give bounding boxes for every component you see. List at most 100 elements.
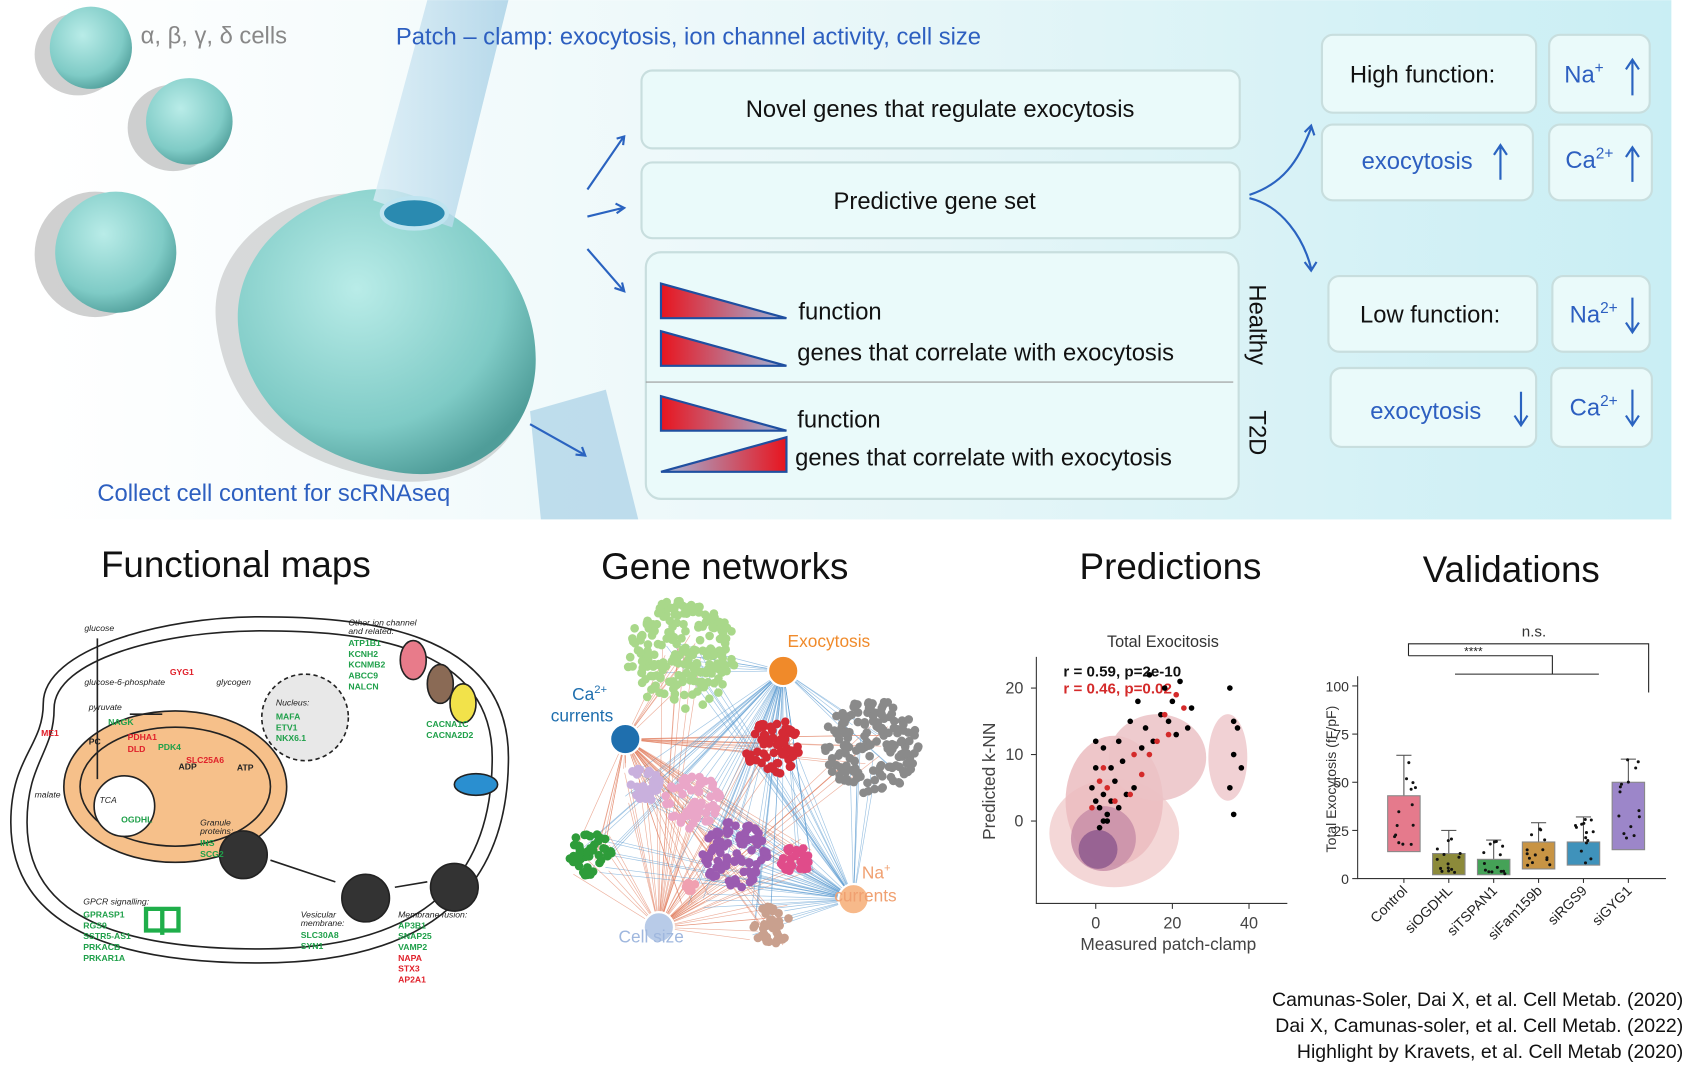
edge: [569, 670, 784, 860]
node: [692, 658, 702, 668]
jitter: [1584, 831, 1588, 835]
node: [781, 865, 790, 874]
point: [1227, 685, 1233, 691]
label: 0: [1014, 812, 1023, 830]
edge: [753, 670, 784, 931]
label: INS: [200, 838, 215, 848]
node: [670, 657, 680, 666]
point: [1092, 798, 1099, 804]
node: [578, 868, 588, 877]
edge: [624, 738, 707, 880]
jitter: [1525, 852, 1529, 856]
edge: [597, 738, 626, 851]
label: currents: [551, 706, 614, 726]
density: [1108, 714, 1207, 801]
node: [768, 904, 778, 914]
node: [649, 650, 659, 660]
node: [780, 933, 789, 943]
node: [768, 733, 778, 743]
jitter: [1589, 857, 1593, 861]
node: [698, 700, 708, 709]
label: proteins:: [199, 826, 234, 836]
jitter: [1457, 855, 1461, 859]
node: [802, 864, 812, 873]
node: [731, 821, 740, 830]
edge: [658, 764, 759, 928]
node: [841, 714, 851, 724]
label: Nucleus:: [276, 698, 310, 708]
label: T2D: [1243, 410, 1270, 455]
label: Membrane fusion:: [398, 910, 468, 920]
node: [863, 778, 872, 788]
node: [856, 772, 865, 781]
node: [667, 635, 677, 645]
point: [1100, 745, 1107, 751]
edge: [785, 762, 854, 900]
node: [651, 780, 661, 789]
node: [697, 798, 706, 807]
jitter: [1442, 852, 1446, 857]
label: Na+: [862, 863, 891, 883]
node: [742, 836, 752, 845]
node: [586, 843, 595, 853]
node: [700, 610, 710, 620]
point: [1089, 784, 1095, 791]
jitter: [1533, 853, 1537, 857]
jitter: [1395, 824, 1399, 828]
node: [706, 792, 715, 802]
edge: [593, 670, 784, 868]
node: [853, 717, 863, 727]
node: [637, 656, 647, 666]
edge: [713, 670, 784, 821]
node: [821, 746, 830, 756]
jitter: [1397, 841, 1401, 845]
label: 10: [1005, 746, 1023, 764]
jitter: [1548, 863, 1552, 867]
node: [849, 767, 859, 776]
box: [1387, 795, 1421, 853]
jitter: [1626, 758, 1630, 762]
label: malate: [35, 789, 61, 799]
jitter: [1401, 842, 1405, 846]
node: [702, 651, 712, 661]
label-text: Ca: [1570, 395, 1601, 422]
node: [661, 791, 671, 801]
edge: [703, 898, 854, 908]
density: [1208, 714, 1248, 801]
node: [898, 766, 908, 776]
node: [798, 849, 807, 859]
node: [716, 848, 725, 858]
label: function: [798, 298, 881, 325]
jitter: [1409, 787, 1413, 791]
label: SNAP25: [398, 931, 432, 941]
point: [1127, 718, 1134, 725]
node: [678, 789, 687, 799]
node: [886, 772, 896, 782]
label: membrane:: [301, 918, 345, 928]
label-text: Ca: [572, 684, 594, 704]
point: [1096, 804, 1103, 811]
label: 0: [1341, 871, 1349, 887]
jitter: [1487, 870, 1491, 874]
node: [747, 845, 756, 855]
node: [637, 678, 647, 688]
label: NAGK: [108, 717, 134, 727]
node: [681, 645, 690, 654]
point: [1135, 698, 1141, 705]
jitter: [1619, 782, 1624, 786]
edge: [630, 788, 660, 928]
label: KCNH2: [348, 649, 378, 659]
edge: [782, 735, 854, 900]
edge: [628, 802, 660, 928]
node: [790, 851, 800, 861]
node: [705, 631, 714, 641]
point: [1127, 791, 1134, 798]
point: [1169, 698, 1176, 705]
jitter: [1411, 781, 1415, 785]
jitter: [1622, 832, 1626, 836]
point: [1104, 784, 1111, 791]
node: [695, 602, 704, 612]
jitter: [1545, 858, 1549, 862]
point: [1184, 725, 1191, 731]
node: [652, 619, 662, 629]
